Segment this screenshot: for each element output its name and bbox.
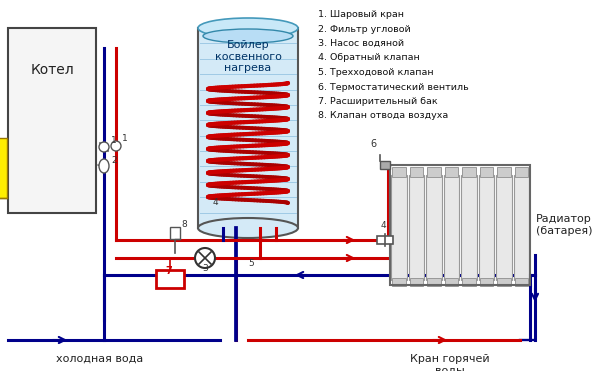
Bar — [445, 278, 458, 286]
Text: 8. Клапан отвода воздуха: 8. Клапан отвода воздуха — [318, 112, 448, 121]
Text: 4: 4 — [213, 198, 218, 207]
Text: 5. Трехходовой клапан: 5. Трехходовой клапан — [318, 68, 434, 77]
Bar — [479, 278, 493, 286]
Bar — [497, 167, 511, 177]
Bar — [392, 167, 406, 177]
Bar — [479, 175, 494, 280]
Text: 7: 7 — [165, 266, 172, 276]
Text: Кран горячей
воды: Кран горячей воды — [410, 354, 490, 371]
Circle shape — [195, 248, 215, 268]
Bar — [479, 167, 493, 177]
Bar — [515, 278, 528, 286]
Bar — [409, 278, 423, 286]
Bar — [390, 165, 530, 285]
Text: 2: 2 — [111, 156, 116, 165]
Bar — [380, 161, 390, 169]
Text: 3: 3 — [202, 264, 208, 273]
Circle shape — [99, 142, 109, 152]
Bar — [426, 175, 442, 280]
Bar — [156, 270, 184, 288]
Bar — [198, 28, 298, 228]
Text: 2. Фильтр угловой: 2. Фильтр угловой — [318, 24, 411, 33]
Bar — [391, 175, 407, 280]
Bar — [462, 167, 476, 177]
Text: 4. Обратный клапан: 4. Обратный клапан — [318, 53, 420, 62]
Bar — [427, 167, 440, 177]
Bar — [496, 175, 511, 280]
Text: 5: 5 — [248, 259, 254, 268]
Ellipse shape — [198, 18, 298, 38]
Text: 7. Расширительный бак: 7. Расширительный бак — [318, 97, 437, 106]
Bar — [514, 175, 529, 280]
Text: 1. Шаровый кран: 1. Шаровый кран — [318, 10, 404, 19]
Bar — [409, 167, 423, 177]
Bar — [409, 175, 424, 280]
Text: 6: 6 — [370, 139, 376, 149]
Bar — [445, 167, 458, 177]
Bar — [515, 167, 528, 177]
Text: 4: 4 — [381, 221, 386, 230]
Text: 3. Насос водяной: 3. Насос водяной — [318, 39, 404, 48]
Text: 1: 1 — [111, 136, 117, 145]
Text: Котел: Котел — [30, 63, 74, 77]
Text: 1: 1 — [122, 134, 128, 143]
Bar — [392, 278, 406, 286]
Ellipse shape — [198, 218, 298, 238]
Text: Бойлер
косвенного
нагрева: Бойлер косвенного нагрева — [215, 40, 281, 73]
Bar — [377, 236, 393, 244]
Bar — [0, 138, 7, 198]
Text: холодная вода: холодная вода — [56, 354, 143, 364]
Bar — [462, 278, 476, 286]
Bar — [170, 227, 180, 239]
Text: 6. Термостатический вентиль: 6. Термостатический вентиль — [318, 82, 469, 92]
Bar — [8, 28, 96, 213]
Bar — [461, 175, 476, 280]
Text: 8: 8 — [181, 220, 187, 229]
Bar — [443, 175, 459, 280]
Circle shape — [111, 141, 121, 151]
Bar — [497, 278, 511, 286]
Text: Радиатор
(батарея): Радиатор (батарея) — [536, 214, 593, 236]
Ellipse shape — [99, 159, 109, 173]
Bar — [427, 278, 440, 286]
Ellipse shape — [203, 29, 293, 43]
